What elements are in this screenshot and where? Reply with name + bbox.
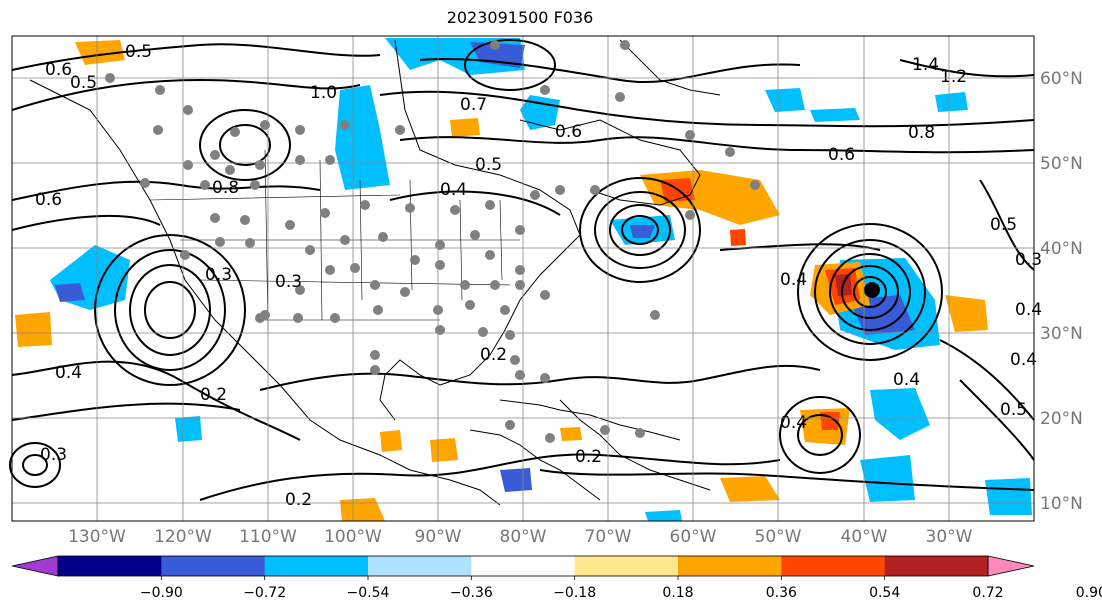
lon-label: 120°W	[154, 527, 212, 547]
colorbar-tick-label: −0.54	[347, 585, 390, 601]
lon-label: 50°W	[755, 527, 802, 547]
lat-label: 30°N	[1040, 324, 1083, 344]
colorbar-segment	[368, 556, 472, 576]
colorbar-tick-label: −0.72	[243, 585, 286, 601]
contour-label: 0.4	[440, 180, 467, 200]
contour-label: 0.6	[828, 145, 855, 165]
colorbar-tick-label: 0.18	[662, 585, 693, 601]
contour-label: 1.2	[940, 67, 967, 87]
contour-label: 0.2	[480, 345, 507, 365]
contour-label: 0.4	[1015, 300, 1042, 320]
lon-label: 60°W	[670, 527, 717, 547]
shading-field	[15, 38, 1032, 521]
contour-label: 0.5	[125, 42, 152, 62]
contour-label: 0.3	[40, 445, 67, 465]
colorbar-tick-label: −0.18	[553, 585, 596, 601]
contour-label: 0.3	[275, 272, 302, 292]
contour-label: 0.5	[70, 73, 97, 93]
colorbar-segment	[884, 556, 989, 576]
colorbar-tick-label: 0.90	[1076, 585, 1102, 601]
map-title: 2023091500 F036	[446, 8, 594, 27]
lon-label: 40°W	[841, 527, 888, 547]
contour-label-group: 0.5 0.6 0.5 0.7 0.6 0.4 1.4 1.2 0.8 0.6 …	[35, 42, 1042, 510]
colorbar-segment	[58, 556, 162, 576]
colorbar-segment	[781, 556, 886, 576]
colorbar-max-extend	[987, 555, 1035, 577]
colorbar-tick-labels: −0.90 −0.72 −0.54 −0.36 −0.18 0.18 0.36 …	[140, 585, 1102, 601]
contour-label: 0.4	[1010, 350, 1037, 370]
gridlines	[12, 36, 1034, 521]
longitude-labels: 130°W 120°W 110°W 100°W 90°W 80°W 70°W 6…	[68, 527, 973, 547]
contour-label: 1.0	[310, 83, 337, 103]
lat-label: 10°N	[1040, 494, 1083, 514]
colorbar	[11, 555, 1035, 580]
contour-label: 0.6	[555, 122, 582, 142]
colorbar-tick-label: 0.72	[972, 585, 1003, 601]
lon-label: 100°W	[324, 527, 382, 547]
lat-label: 60°N	[1040, 69, 1083, 89]
map-border	[11, 35, 1035, 522]
colorbar-segment	[678, 556, 782, 576]
colorbar-outline	[57, 555, 989, 577]
contour-label: 0.4	[893, 370, 920, 390]
lon-label: 110°W	[239, 527, 297, 547]
lon-label: 30°W	[926, 527, 973, 547]
lat-label: 50°N	[1040, 154, 1083, 174]
contour-label: 0.8	[212, 178, 239, 198]
contour-label: 0.4	[780, 413, 807, 433]
coastlines	[29, 39, 721, 506]
contour-label: 0.5	[990, 215, 1017, 235]
contour-label: 0.3	[1015, 250, 1042, 270]
colorbar-segment	[574, 556, 679, 576]
contour-label: 0.2	[285, 490, 312, 510]
contour-label: 0.5	[1000, 400, 1027, 420]
storm-center-marker	[864, 282, 880, 298]
lat-label: 40°N	[1040, 239, 1083, 259]
colorbar-tick-label: 0.54	[869, 585, 900, 601]
colorbar-min-extend	[11, 555, 59, 577]
contour-lines	[9, 39, 1035, 501]
lon-label: 90°W	[415, 527, 462, 547]
contour-label: 0.2	[200, 385, 227, 405]
contour-label: 1.4	[912, 55, 939, 75]
map-panel: 0.5 0.6 0.5 0.7 0.6 0.4 1.4 1.2 0.8 0.6 …	[9, 35, 1042, 522]
contour-label: 0.6	[45, 60, 72, 80]
contour-label: 0.3	[205, 265, 232, 285]
contour-label: 0.8	[908, 123, 935, 143]
colorbar-tick-label: −0.90	[140, 585, 183, 601]
contour-label: 0.7	[460, 95, 487, 115]
colorbar-segment	[471, 556, 576, 576]
contour-label: 0.6	[35, 190, 62, 210]
contour-label: 0.4	[780, 270, 807, 290]
lon-label: 80°W	[500, 527, 547, 547]
lon-label: 70°W	[585, 527, 632, 547]
contour-label: 0.4	[55, 363, 82, 383]
colorbar-tick-label: −0.36	[450, 585, 493, 601]
lat-label: 20°N	[1040, 409, 1083, 429]
station-markers	[105, 40, 760, 443]
latitude-labels: 60°N 50°N 40°N 30°N 20°N 10°N	[1040, 69, 1083, 514]
lon-label: 130°W	[68, 527, 126, 547]
colorbar-segment	[264, 556, 369, 576]
colorbar-tick-label: 0.36	[766, 585, 797, 601]
contour-label: 0.5	[475, 155, 502, 175]
contour-label: 0.2	[575, 447, 602, 467]
colorbar-segment	[161, 556, 266, 576]
